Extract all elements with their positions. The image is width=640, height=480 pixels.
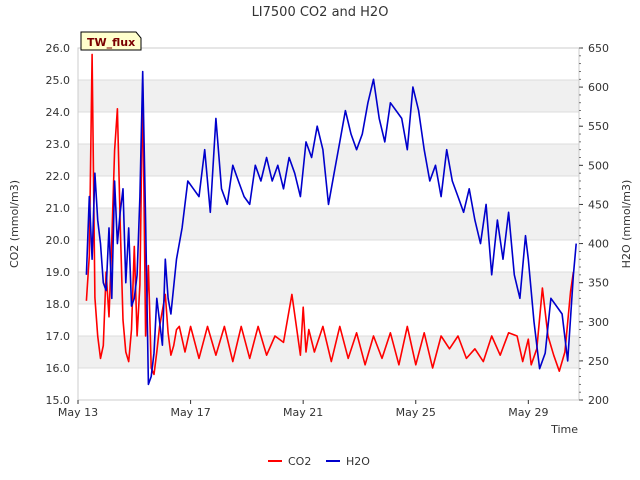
series-line-h2o — [85, 70, 577, 386]
y-axis-right-ticks: 200 250 300 350 400 450 500 550 600 650 — [579, 42, 609, 407]
y-axis-left-ticks: 15.0 16.0 17.0 18.0 19.0 20.0 21.0 22.0 23.0 24.0… — [46, 42, 71, 407]
y-left-tick-label: 21.0 — [46, 202, 71, 215]
legend-h2o-label: H2O — [346, 455, 370, 468]
chart-title: LI7500 CO2 and H2O — [252, 5, 389, 20]
y-right-tick-label: 250 — [588, 355, 609, 368]
y-right-tick-label: 550 — [588, 120, 609, 133]
x-tick-label: May 21 — [283, 406, 323, 419]
y-left-tick-label: 17.0 — [46, 330, 71, 343]
background-band — [78, 144, 579, 176]
y-left-tick-label: 18.0 — [46, 298, 71, 311]
x-tick-label: May 25 — [396, 406, 436, 419]
background-band — [78, 272, 579, 304]
x-tick-label: May 13 — [58, 406, 98, 419]
y-left-tick-label: 24.0 — [46, 106, 71, 119]
x-axis-label: Time — [550, 423, 578, 436]
y-right-tick-label: 500 — [588, 159, 609, 172]
tw-flux-badge: TW_flux — [80, 31, 142, 51]
y-left-tick-label: 23.0 — [46, 138, 71, 151]
svg-text:TW_flux: TW_flux — [87, 36, 135, 49]
y-left-tick-label: 15.0 — [46, 394, 71, 407]
legend-co2-label: CO2 — [288, 455, 311, 468]
y-right-tick-label: 650 — [588, 42, 609, 55]
series-h2o — [85, 70, 577, 386]
y-axis-left-label: CO2 (mmol/m3) — [8, 180, 21, 268]
background-band — [78, 208, 579, 240]
background-band — [78, 80, 579, 112]
x-tick-label: May 17 — [170, 406, 210, 419]
y-left-tick-label: 19.0 — [46, 266, 71, 279]
y-right-tick-label: 450 — [588, 198, 609, 211]
y-left-tick-label: 22.0 — [46, 170, 71, 183]
y-right-tick-label: 350 — [588, 277, 609, 290]
legend: CO2 H2O — [268, 455, 370, 468]
y-right-tick-label: 400 — [588, 238, 609, 251]
y-right-tick-label: 300 — [588, 316, 609, 329]
x-axis-ticks: May 13 May 17 May 21 May 25 May 29 — [58, 400, 548, 419]
y-right-tick-label: 200 — [588, 394, 609, 407]
series-co2 — [85, 53, 575, 376]
series-line-co2 — [85, 53, 575, 376]
y-left-tick-label: 20.0 — [46, 234, 71, 247]
x-tick-label: May 29 — [508, 406, 548, 419]
y-left-tick-label: 25.0 — [46, 74, 71, 87]
plot-area — [77, 47, 580, 401]
y-right-tick-label: 600 — [588, 81, 609, 94]
y-left-tick-label: 16.0 — [46, 362, 71, 375]
background-bands — [78, 80, 579, 368]
y-left-tick-label: 26.0 — [46, 42, 71, 55]
y-axis-right-label: H2O (mmol/m3) — [620, 180, 633, 269]
